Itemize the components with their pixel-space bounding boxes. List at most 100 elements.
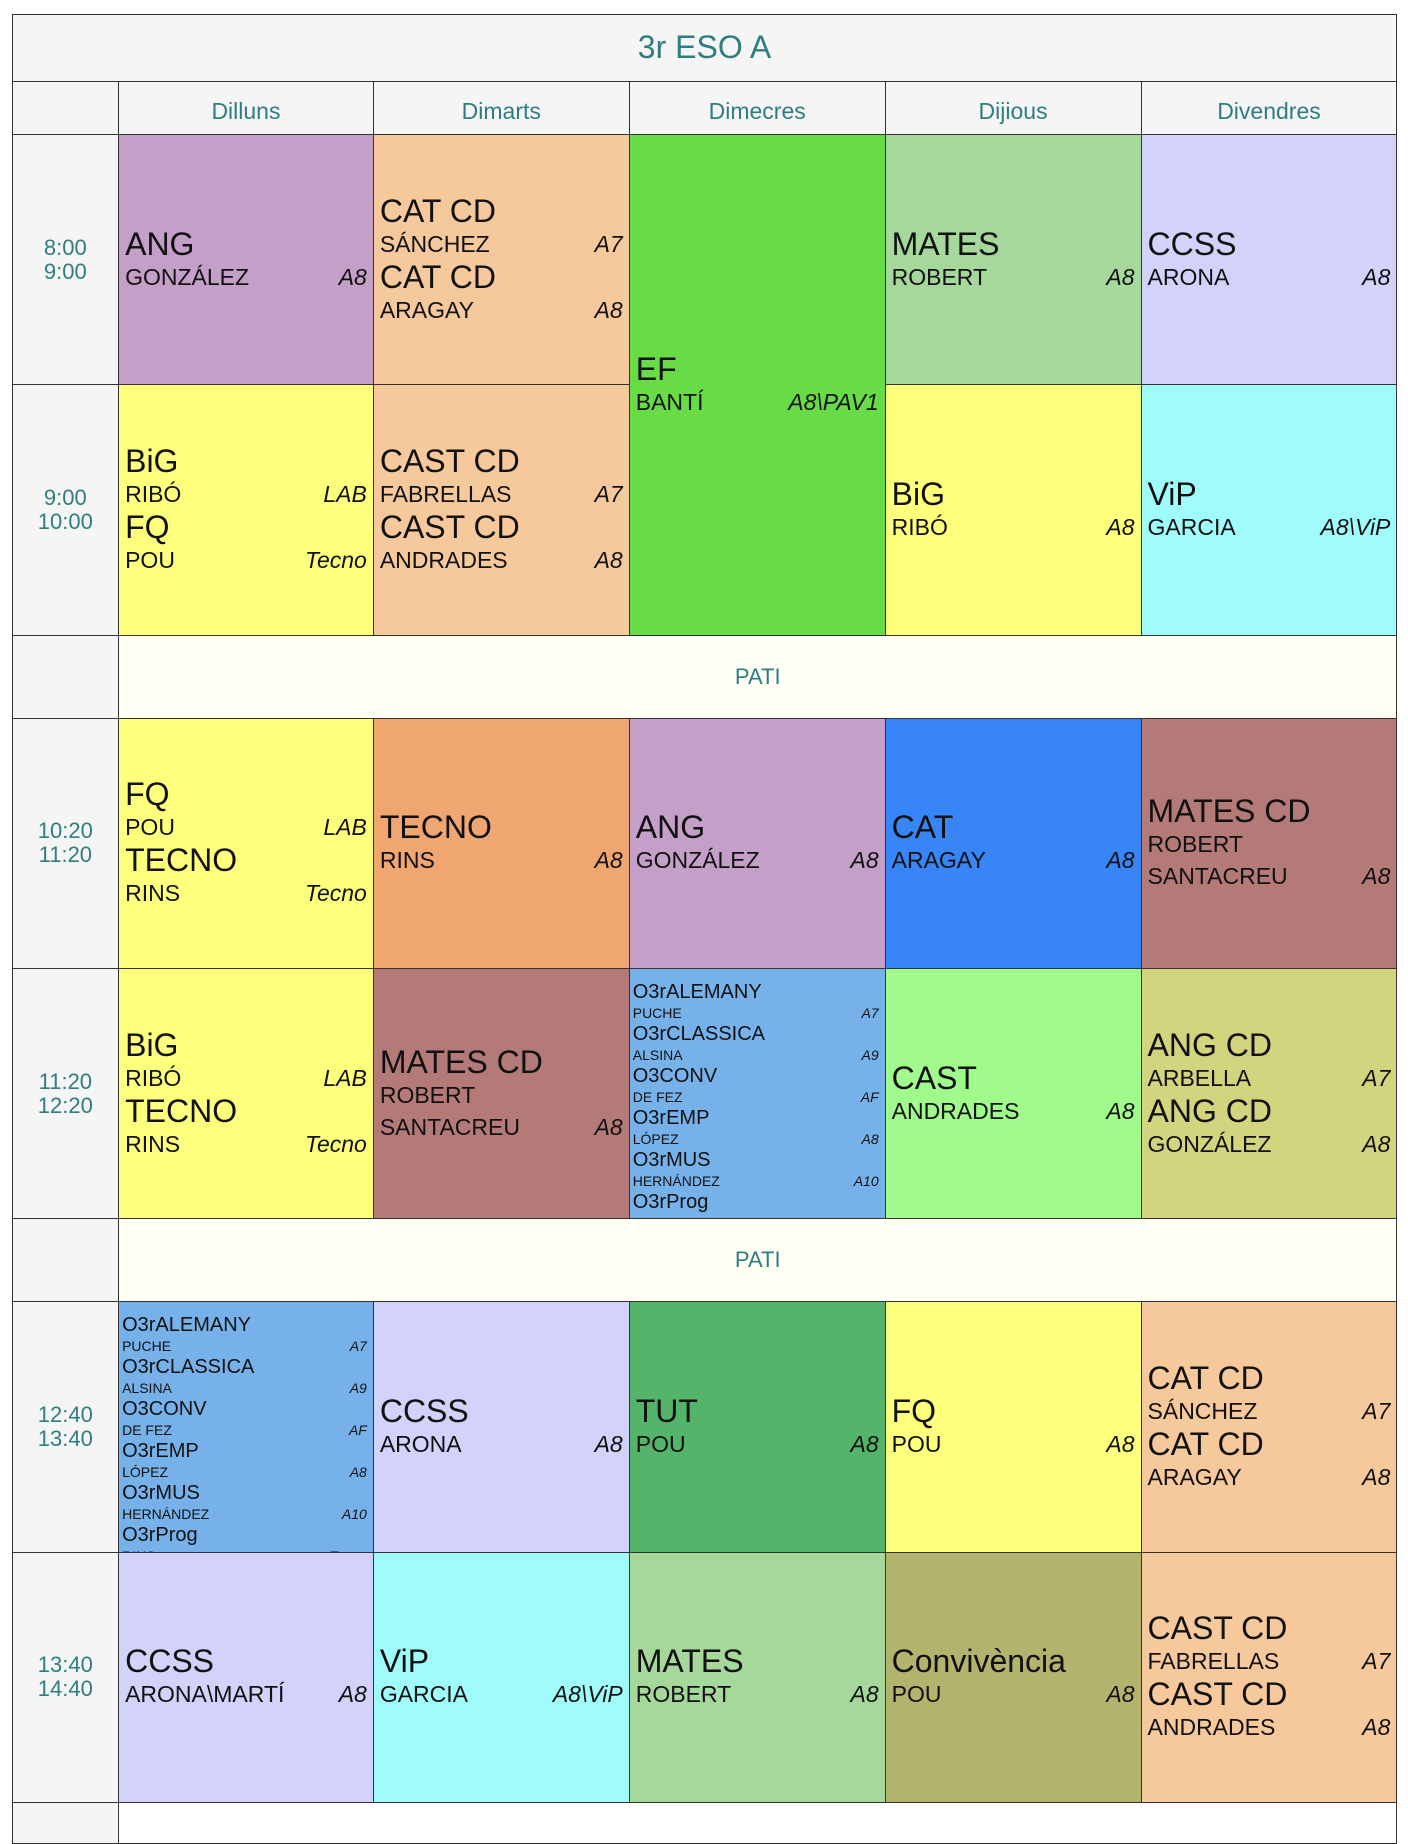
- teacher-name: FABRELLAS: [379, 480, 512, 507]
- teacher-name: RINS: [125, 1130, 181, 1157]
- class-slot[interactable]: O3rALEMANY PUCHE A7 O3rCLASSICA ALSINA A9 O3CO…: [118, 1301, 374, 1553]
- subject-name: FQ: [125, 776, 170, 813]
- class-slot[interactable]: TUT POU A8: [628, 1301, 886, 1553]
- time-slot: 12:40 13:40: [11, 1301, 120, 1553]
- room-code: A8: [1362, 863, 1391, 890]
- class-entry: FQ POU A8: [892, 1394, 1135, 1460]
- teacher-room-row: ARAGAY A8: [892, 844, 1135, 876]
- header-corner: [11, 81, 120, 136]
- start-time: 10:20: [37, 818, 93, 844]
- room-code: A8: [1362, 1464, 1391, 1491]
- room-code: A10: [341, 1506, 367, 1523]
- room-code: Tecno: [305, 546, 367, 573]
- end-time: 9:00: [43, 258, 87, 284]
- footer-gutter: [11, 1801, 120, 1844]
- teacher-name: GONZÁLEZ: [1147, 1130, 1272, 1157]
- teacher-name: ROBERT: [1147, 831, 1243, 858]
- subject-name: ANG CD: [1147, 1026, 1272, 1063]
- teacher-name: ARAGAY: [379, 296, 474, 323]
- class-slot[interactable]: ANG GONZÁLEZ A8: [118, 134, 374, 386]
- class-entry: O3rMUS HERNÁNDEZ A10: [122, 1482, 367, 1524]
- class-entry: BiG RIBÓ LAB: [125, 1028, 367, 1094]
- teacher-room-row: BANTÍ A8\PAV1: [636, 386, 879, 418]
- class-entry: CAST CD ANDRADES A8: [380, 510, 623, 576]
- room-code: A10: [853, 1173, 879, 1189]
- teacher-name: POU: [891, 1681, 942, 1708]
- day-header: Divendres: [1140, 81, 1398, 136]
- class-slot[interactable]: BiG RIBÓ LAB TECNO RINS Tecno: [118, 968, 374, 1220]
- class-slot[interactable]: FQ POU A8: [884, 1301, 1142, 1553]
- class-slot[interactable]: FQ POU LAB TECNO RINS Tecno: [118, 717, 374, 969]
- room-code: A7: [1362, 1648, 1391, 1675]
- subject-name: TECNO: [379, 809, 492, 846]
- class-slot[interactable]: BiG RIBÓ A8: [884, 384, 1142, 636]
- class-slot[interactable]: MATES ROBERT A8: [628, 1551, 886, 1803]
- class-entry: CAST CD FABRELLAS A7: [380, 444, 623, 510]
- teacher-name: PUCHE: [122, 1338, 172, 1355]
- teacher-name: RIBÓ: [891, 513, 948, 540]
- room-code: LAB: [323, 814, 367, 841]
- end-time: 14:40: [37, 1676, 93, 1702]
- room-code: A8: [861, 1131, 879, 1147]
- teacher-room-row: POU A8: [636, 1428, 879, 1460]
- class-slot[interactable]: O3rALEMANY PUCHE A7 O3rCLASSICA ALSINA A9 O3CO…: [628, 968, 886, 1220]
- teacher-name: ROBERT: [379, 1081, 476, 1108]
- teacher-room-row: ROBERT: [380, 1079, 623, 1111]
- teacher-name: RIBÓ: [125, 480, 182, 507]
- subject-name: Convivència: [891, 1643, 1066, 1680]
- class-slot[interactable]: ViP GARCIA A8\ViP: [1140, 384, 1398, 636]
- class-entry: EF BANTÍ A8\PAV1: [636, 352, 879, 418]
- class-slot[interactable]: CAT ARAGAY A8: [884, 717, 1142, 969]
- class-slot[interactable]: TECNO RINS A8: [372, 717, 630, 969]
- teacher-room-row: SÁNCHEZ A7: [380, 228, 623, 260]
- class-entry: CAT CD SÁNCHEZ A7: [380, 194, 623, 260]
- class-entry: Convivència POU A8: [892, 1644, 1135, 1710]
- teacher-room-row: POU LAB: [125, 811, 367, 843]
- class-entry: O3rMUS HERNÁNDEZ A10: [633, 1149, 879, 1191]
- class-slot[interactable]: MATES ROBERT A8: [884, 134, 1142, 386]
- room-code: Tecno: [305, 880, 367, 907]
- class-entry: O3CONV DE FEZ AF: [122, 1398, 367, 1440]
- subject-name: CAT CD: [379, 258, 496, 295]
- teacher-room-row: ROBERT: [1148, 828, 1391, 860]
- teacher-room-row: ARONA A8: [380, 1428, 623, 1460]
- class-slot[interactable]: Convivència POU A8: [884, 1551, 1142, 1803]
- room-code: A7: [1362, 1064, 1391, 1091]
- subject-name: O3rEMP: [632, 1107, 710, 1129]
- class-slot[interactable]: ViP GARCIA A8\ViP: [372, 1551, 630, 1803]
- room-code: Tecno: [841, 1213, 879, 1218]
- class-slot[interactable]: CCSS ARONA A8: [1140, 134, 1398, 386]
- time-slot: 8:00 9:00: [11, 134, 120, 386]
- room-code: AF: [348, 1422, 367, 1439]
- class-slot[interactable]: CCSS ARONA\MARTÍ A8: [118, 1551, 374, 1803]
- class-slot[interactable]: CAST ANDRADES A8: [884, 968, 1142, 1220]
- subject-name: ViP: [379, 1643, 430, 1680]
- class-entry: CAST CD FABRELLAS A7: [1148, 1611, 1391, 1677]
- teacher-name: PUCHE: [632, 1005, 682, 1021]
- teacher-name: BANTÍ: [635, 388, 704, 415]
- class-slot[interactable]: EF BANTÍ A8\PAV1: [628, 134, 886, 636]
- subject-name: CCSS: [1147, 225, 1237, 262]
- class-entry: FQ POU LAB: [125, 777, 367, 843]
- teacher-room-row: PUCHE A7: [633, 1003, 879, 1023]
- class-slot[interactable]: ANG CD ARBELLA A7 ANG CD GONZÁLEZ A8: [1140, 968, 1398, 1220]
- end-time: 10:00: [37, 508, 93, 534]
- class-entry: ANG CD ARBELLA A7: [1148, 1028, 1391, 1094]
- class-slot[interactable]: CAT CD SÁNCHEZ A7 CAT CD ARAGAY A8: [372, 134, 630, 386]
- subject-name: TUT: [635, 1393, 698, 1430]
- class-slot[interactable]: CAST CD FABRELLAS A7 CAST CD ANDRADES A8: [372, 384, 630, 636]
- class-slot[interactable]: BiG RIBÓ LAB FQ POU Tecno: [118, 384, 374, 636]
- room-code: LAB: [323, 1064, 367, 1091]
- class-entry: O3rCLASSICA ALSINA A9: [633, 1023, 879, 1065]
- teacher-name: ARONA\MARTÍ: [125, 1681, 285, 1708]
- class-slot[interactable]: MATES CD ROBERT SANTACREU A8: [1140, 717, 1398, 969]
- subject-name: CAT CD: [379, 192, 496, 229]
- class-slot[interactable]: CCSS ARONA A8: [372, 1301, 630, 1553]
- class-slot[interactable]: ANG GONZÁLEZ A8: [628, 717, 886, 969]
- class-slot[interactable]: MATES CD ROBERT SANTACREU A8: [372, 968, 630, 1220]
- room-code: A8\ViP: [552, 1681, 623, 1708]
- class-slot[interactable]: CAT CD SÁNCHEZ A7 CAT CD ARAGAY A8: [1140, 1301, 1398, 1553]
- class-slot[interactable]: CAST CD FABRELLAS A7 CAST CD ANDRADES A8: [1140, 1551, 1398, 1803]
- time-slot: 10:20 11:20: [11, 717, 120, 969]
- teacher-name: SÁNCHEZ: [1147, 1398, 1258, 1425]
